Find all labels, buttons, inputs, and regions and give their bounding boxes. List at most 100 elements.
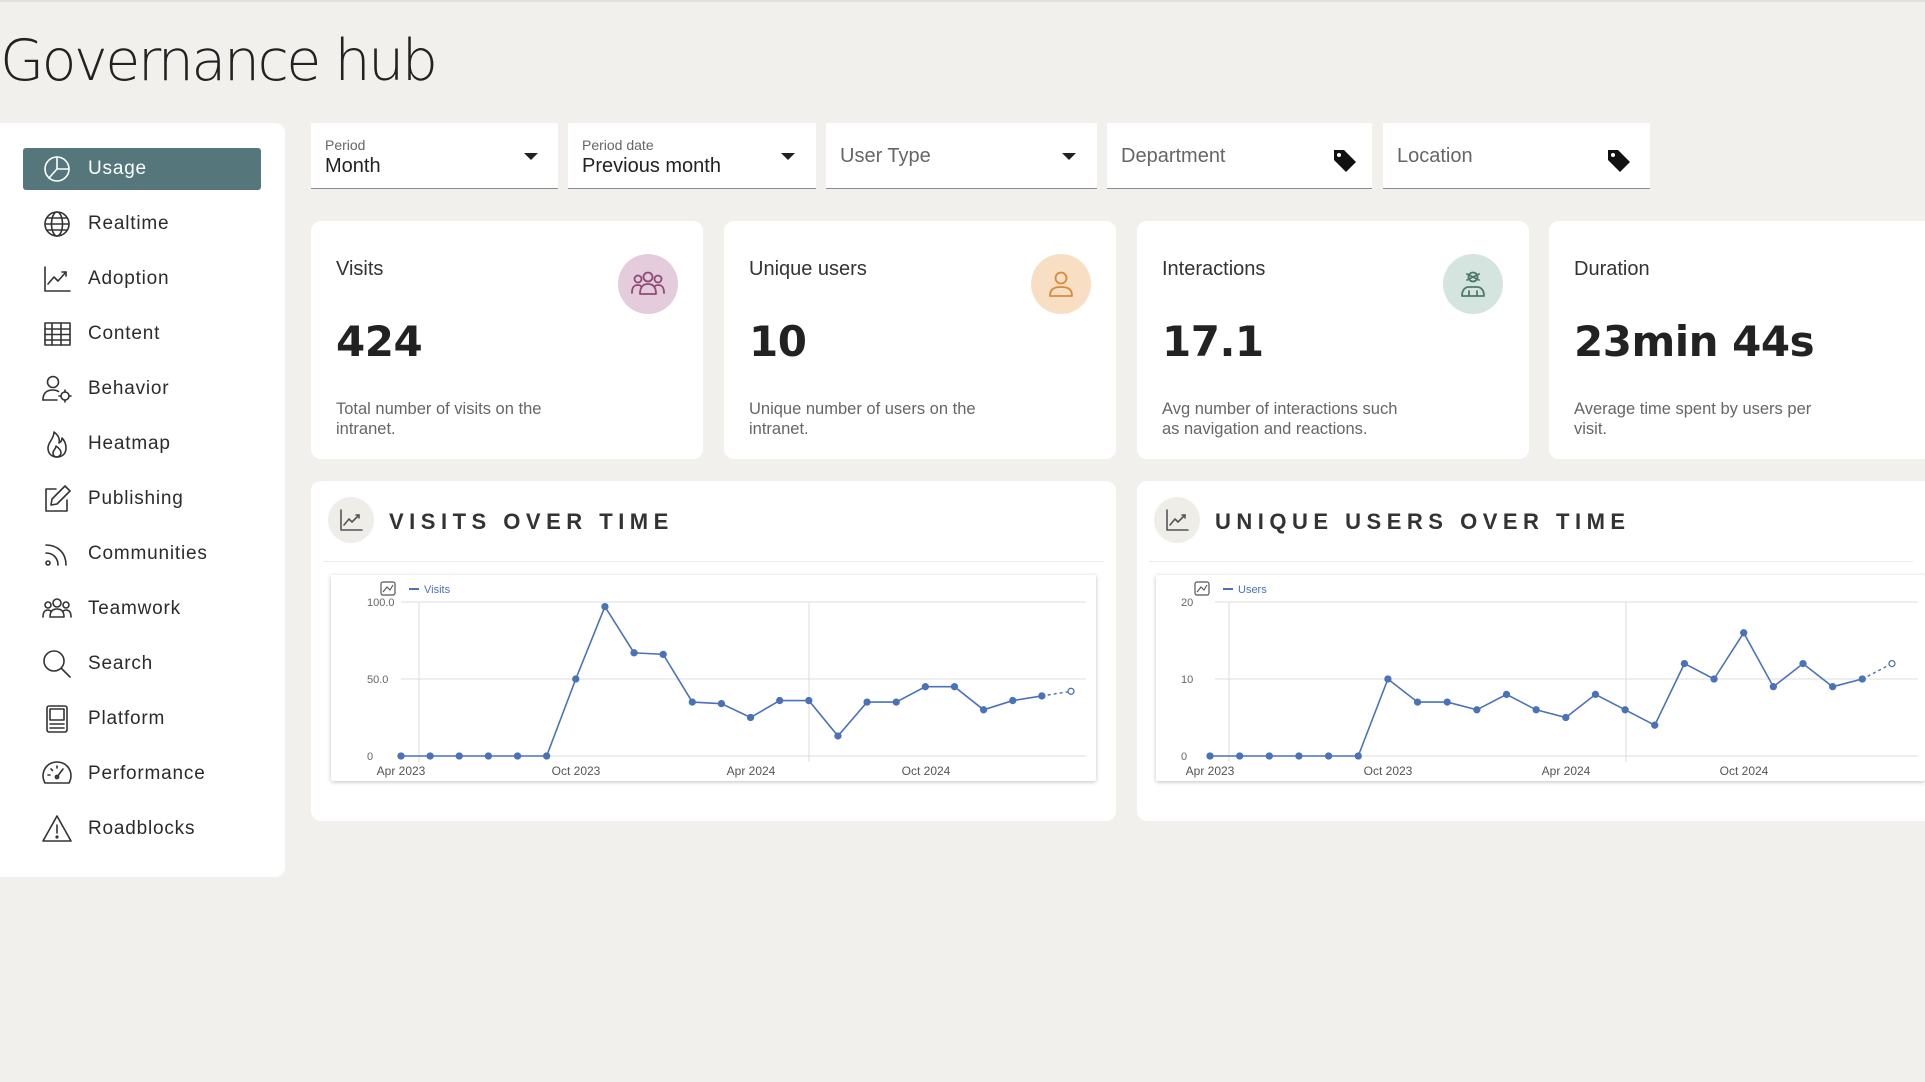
rss-icon xyxy=(40,537,74,571)
sidebar-item-communities[interactable]: Communities xyxy=(23,533,261,575)
sidebar-item-adoption[interactable]: Adoption xyxy=(23,258,261,300)
warning-icon xyxy=(40,812,74,846)
location-placeholder: Location xyxy=(1397,145,1473,167)
x-tick-label: Oct 2024 xyxy=(902,764,951,778)
sidebar-item-usage[interactable]: Usage xyxy=(23,148,261,190)
kpi-card-duration: Duration 23min 44s Average time spent by… xyxy=(1549,221,1925,459)
chart-type-icon xyxy=(1194,581,1210,596)
data-point xyxy=(1473,706,1481,714)
trend-chart-icon xyxy=(1154,497,1200,543)
data-point xyxy=(1009,696,1017,705)
data-point xyxy=(1858,675,1866,683)
trend-chart-icon xyxy=(40,262,74,296)
data-point xyxy=(1265,752,1273,760)
period-select[interactable]: Period Month xyxy=(311,123,558,189)
globe-icon xyxy=(40,207,74,241)
panel-title: UNIQUE USERS OVER TIME xyxy=(1215,509,1631,534)
series-line-projected xyxy=(1861,662,1893,680)
data-point xyxy=(892,698,900,706)
tag-icon xyxy=(1334,150,1356,172)
data-point xyxy=(1295,752,1303,760)
kpi-description: Unique number of users on the intranet. xyxy=(749,400,976,438)
sidebar-item-label: Performance xyxy=(88,763,206,784)
panel-divider xyxy=(1149,561,1913,562)
user-type-select[interactable]: User Type xyxy=(826,123,1097,189)
chart-legend: Users xyxy=(1194,581,1267,596)
department-select[interactable]: Department xyxy=(1107,123,1372,189)
user-gear-icon xyxy=(40,372,74,406)
sidebar-item-label: Adoption xyxy=(88,268,170,289)
sidebar-item-label: Usage xyxy=(88,158,147,179)
kpi-card-unique-users: Unique users 10 Unique number of users o… xyxy=(724,221,1116,459)
period-date-select[interactable]: Period date Previous month xyxy=(568,123,816,189)
kpi-card-visits: Visits 424 Total number of visits on the… xyxy=(311,221,703,459)
kpi-value: 424 xyxy=(336,317,423,366)
data-point xyxy=(1651,721,1659,729)
sidebar-item-publishing[interactable]: Publishing xyxy=(23,478,261,520)
data-point xyxy=(397,752,405,760)
data-point xyxy=(1324,752,1333,760)
data-point xyxy=(601,602,609,611)
x-tick-label: Oct 2024 xyxy=(1720,764,1769,778)
x-tick-label: Apr 2024 xyxy=(1542,764,1591,778)
sidebar-item-heatmap[interactable]: Heatmap xyxy=(23,423,261,465)
data-point xyxy=(426,752,434,760)
sidebar-item-content[interactable]: Content xyxy=(23,313,261,355)
legend-label: Visits xyxy=(424,584,451,596)
data-point xyxy=(717,699,726,708)
chart-type-icon-line xyxy=(1196,584,1208,593)
data-point xyxy=(1710,675,1718,683)
sidebar-item-label: Heatmap xyxy=(88,433,171,454)
data-point xyxy=(484,752,493,760)
data-point xyxy=(921,683,929,691)
data-point xyxy=(1680,659,1689,668)
y-tick-label: 50.0 xyxy=(367,674,388,686)
data-point xyxy=(513,752,522,760)
sidebar-item-realtime[interactable]: Realtime xyxy=(23,203,261,245)
sidebar-item-teamwork[interactable]: Teamwork xyxy=(23,588,261,630)
kpi-description: Average time spent by users per visit. xyxy=(1574,400,1812,438)
chart-type-icon-line xyxy=(382,584,394,593)
sidebar-item-performance[interactable]: Performance xyxy=(23,753,261,795)
sidebar-item-search[interactable]: Search xyxy=(23,643,261,685)
tag-icon xyxy=(1608,150,1630,172)
department-placeholder: Department xyxy=(1121,145,1226,167)
unique-users-over-time-panel: UNIQUE USERS OVER TIME 20 10 0 Apr 2023 Oct … xyxy=(1137,481,1925,821)
data-point xyxy=(688,698,696,706)
data-point xyxy=(1829,683,1837,691)
kpi-title: Unique users xyxy=(749,258,867,280)
data-point xyxy=(950,683,959,691)
data-point xyxy=(1384,675,1392,683)
data-point xyxy=(1532,706,1540,714)
sidebar-item-roadblocks[interactable]: Roadblocks xyxy=(23,808,261,850)
chart-type-icon xyxy=(380,581,396,596)
team-icon xyxy=(40,592,74,626)
sidebar-item-platform[interactable]: Platform xyxy=(23,698,261,740)
y-tick-label: 20 xyxy=(1181,597,1193,609)
visits-chart-svg: 100.0 50.0 0 Apr 2023 Oct 2023 Apr 2024 Oct 20… xyxy=(367,581,1086,778)
kpi-value: 23min 44s xyxy=(1574,317,1815,366)
data-point xyxy=(542,752,551,760)
kpi-value: 10 xyxy=(749,317,807,366)
page-title: Governance hub xyxy=(0,28,438,94)
sidebar-item-label: Search xyxy=(88,653,154,674)
sidebar-item-behavior[interactable]: Behavior xyxy=(23,368,261,410)
sidebar-item-label: Teamwork xyxy=(88,598,181,619)
sidebar-item-label: Realtime xyxy=(88,213,170,234)
data-point xyxy=(1769,683,1777,691)
data-point xyxy=(1888,659,1896,668)
data-point xyxy=(659,650,667,659)
period-date-value: Previous month xyxy=(582,155,721,177)
sidebar-item-label: Behavior xyxy=(88,378,170,399)
location-select[interactable]: Location xyxy=(1383,123,1650,189)
y-tick-label: 0 xyxy=(367,751,373,763)
data-point xyxy=(572,675,580,683)
y-tick-label: 10 xyxy=(1181,674,1193,686)
flame-icon xyxy=(40,427,74,461)
panel-divider xyxy=(323,561,1104,562)
sidebar: Usage Realtime Adoption Content Behavior… xyxy=(0,123,285,877)
data-point xyxy=(979,706,988,714)
data-point xyxy=(1591,690,1600,699)
x-tick-label: Apr 2023 xyxy=(1186,764,1235,778)
kpi-title: Visits xyxy=(336,258,384,280)
